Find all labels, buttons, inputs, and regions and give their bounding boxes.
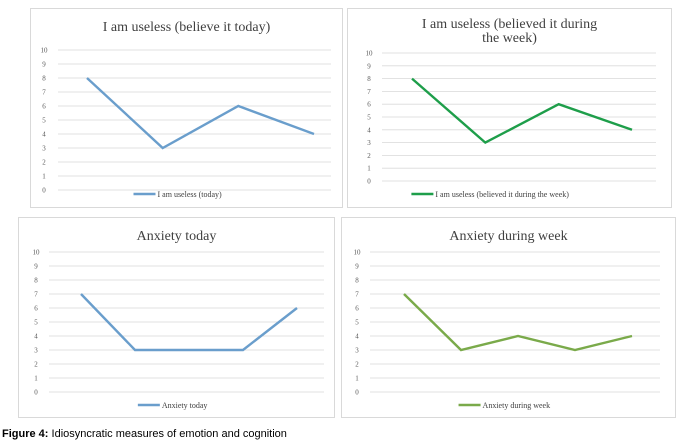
y-tick-label: 5 bbox=[42, 117, 46, 125]
chart-title: I am useless (believe it today) bbox=[103, 20, 271, 35]
series-line bbox=[403, 293, 633, 352]
y-tick-label: 4 bbox=[34, 333, 38, 341]
chart-panel-useless-today: I am useless (believe it today) 10 9 8 7 6 5 4 3… bbox=[30, 8, 343, 208]
y-tick-label: 7 bbox=[355, 291, 359, 299]
figure-caption-label: Figure 4: bbox=[2, 428, 49, 440]
y-tick-label: 6 bbox=[34, 305, 38, 313]
y-tick-label: 9 bbox=[34, 263, 38, 271]
line-chart: I am useless (believe it today)109876543… bbox=[41, 20, 331, 199]
y-tick-label: 3 bbox=[42, 145, 46, 153]
y-tick-label: 8 bbox=[367, 75, 371, 83]
y-tick-label: 8 bbox=[34, 277, 38, 285]
series-line bbox=[411, 77, 633, 145]
y-tick-label: 10 bbox=[33, 249, 41, 257]
y-tick-label: 9 bbox=[355, 263, 359, 271]
y-tick-label: 4 bbox=[42, 131, 46, 139]
chart-title: Anxiety during week bbox=[449, 229, 567, 244]
y-tick-label: 0 bbox=[34, 389, 38, 397]
y-tick-label: 10 bbox=[41, 47, 49, 55]
y-tick-label: 10 bbox=[366, 50, 374, 58]
y-tick-label: 5 bbox=[34, 319, 38, 327]
chart-panel-anxiety-today: Anxiety today 10 9 8 7 6 5 4 3 2 1 0 Anxiety today bbox=[18, 217, 335, 418]
y-tick-label: 9 bbox=[42, 61, 46, 69]
y-tick-label: 5 bbox=[355, 319, 359, 327]
figure-caption-text: Idiosyncratic measures of emotion and co… bbox=[51, 428, 287, 440]
chart-title: I am useless (believed it during bbox=[422, 17, 597, 32]
y-tick-label: 5 bbox=[367, 114, 371, 122]
legend-label: Anxiety during week bbox=[483, 401, 551, 410]
legend-label: I am useless (today) bbox=[158, 190, 223, 199]
legend-label: I am useless (believed it during the wee… bbox=[435, 190, 569, 199]
y-tick-label: 1 bbox=[367, 165, 371, 173]
y-tick-label: 3 bbox=[355, 347, 359, 355]
y-tick-label: 8 bbox=[355, 277, 359, 285]
y-tick-label: 7 bbox=[34, 291, 38, 299]
y-tick-label: 10 bbox=[354, 249, 362, 257]
y-tick-label: 3 bbox=[367, 139, 371, 147]
y-tick-label: 7 bbox=[367, 88, 371, 96]
chart-title: Anxiety today bbox=[137, 229, 217, 244]
chart-panel-anxiety-week: Anxiety during week 10 9 8 7 6 5 4 3 2 1 0 Anxiety d… bbox=[341, 217, 676, 418]
y-tick-label: 2 bbox=[42, 159, 46, 167]
y-tick-label: 1 bbox=[34, 375, 38, 383]
chart-title: the week) bbox=[482, 31, 537, 46]
y-tick-label: 0 bbox=[367, 178, 371, 186]
series-line bbox=[86, 77, 315, 150]
y-tick-label: 2 bbox=[34, 361, 38, 369]
y-tick-label: 4 bbox=[367, 126, 371, 134]
y-tick-label: 6 bbox=[355, 305, 359, 313]
y-tick-label: 2 bbox=[355, 361, 359, 369]
y-tick-label: 8 bbox=[42, 75, 46, 83]
y-tick-label: 9 bbox=[367, 62, 371, 70]
figure-caption: Figure 4: Idiosyncratic measures of emot… bbox=[2, 428, 287, 440]
series-line bbox=[80, 293, 298, 352]
y-tick-label: 7 bbox=[42, 89, 46, 97]
y-tick-label: 1 bbox=[355, 375, 359, 383]
y-tick-label: 2 bbox=[367, 152, 371, 160]
y-tick-label: 0 bbox=[42, 187, 46, 195]
y-tick-label: 4 bbox=[355, 333, 359, 341]
chart-panel-useless-week: I am useless (believed it during the week… bbox=[347, 8, 672, 208]
legend-label: Anxiety today bbox=[162, 401, 208, 410]
y-tick-label: 0 bbox=[355, 389, 359, 397]
y-tick-label: 6 bbox=[42, 103, 46, 111]
y-tick-label: 3 bbox=[34, 347, 38, 355]
y-tick-label: 1 bbox=[42, 173, 46, 181]
y-tick-label: 6 bbox=[367, 101, 371, 109]
